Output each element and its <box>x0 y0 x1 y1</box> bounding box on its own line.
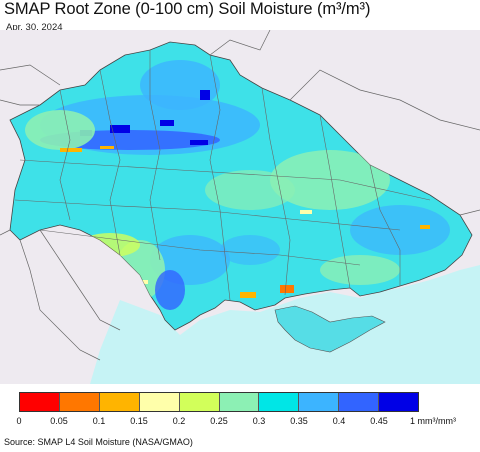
region-borders <box>14 50 431 301</box>
legend-swatch <box>139 393 180 411</box>
color-legend <box>19 392 419 412</box>
legend-swatch <box>339 393 380 411</box>
legend-tick-label: 0.35 <box>290 416 308 426</box>
legend-tick-label: 0.4 <box>332 416 346 426</box>
legend-tick-label: 0.25 <box>210 416 228 426</box>
neighbour-borders <box>0 30 480 361</box>
legend-tick-label: 0.1 <box>92 416 106 426</box>
legend-swatch <box>99 393 140 411</box>
legend-swatch <box>299 393 340 411</box>
legend-swatch <box>59 393 100 411</box>
legend-swatch <box>259 393 300 411</box>
map-date: Apr. 30, 2024 <box>6 22 63 33</box>
soil-moisture-map <box>0 30 480 384</box>
crimea-peninsula <box>274 305 386 353</box>
legend-unit-label: 1 mm³/mm³ <box>410 416 456 426</box>
map-canvas <box>0 30 480 384</box>
legend-tick-label: 0 <box>16 416 22 426</box>
legend-ticks: 0 0.05 0.1 0.15 0.2 0.25 0.3 0.35 0.4 0.45 <box>0 416 480 430</box>
moisture-patches <box>25 60 450 310</box>
legend-tick-label: 0.3 <box>252 416 266 426</box>
legend-swatch <box>219 393 260 411</box>
map-title: SMAP Root Zone (0-100 cm) Soil Moisture … <box>4 0 371 18</box>
legend-tick-label: 0.15 <box>130 416 148 426</box>
legend-tick-label: 0.2 <box>172 416 186 426</box>
legend-swatch <box>179 393 220 411</box>
legend-tick-label: 0.45 <box>370 416 388 426</box>
legend-swatch <box>379 393 419 411</box>
source-credit: Source: SMAP L4 Soil Moisture (NASA/GMAO… <box>4 437 193 447</box>
legend-tick-label: 0.05 <box>50 416 68 426</box>
legend-swatch <box>20 393 60 411</box>
